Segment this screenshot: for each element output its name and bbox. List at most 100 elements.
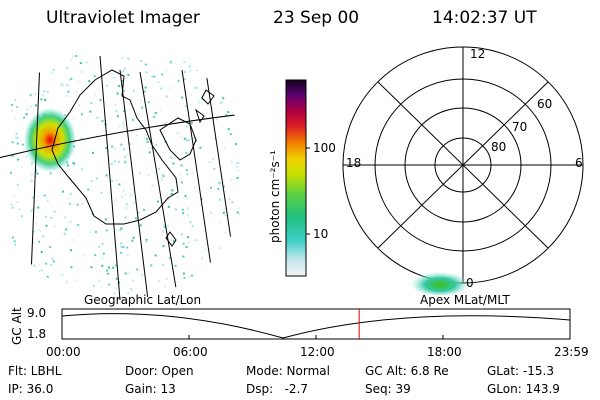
emission-pixel bbox=[81, 168, 84, 171]
emission-pixel bbox=[96, 177, 99, 180]
emission-pixel bbox=[89, 110, 92, 113]
emission-pixel bbox=[92, 151, 94, 154]
emission-pixel bbox=[194, 87, 196, 90]
emission-pixel bbox=[118, 183, 121, 186]
emission-pixel bbox=[156, 200, 159, 203]
emission-pixel bbox=[129, 143, 132, 146]
emission-pixel bbox=[70, 266, 73, 269]
emission-pixel bbox=[76, 80, 79, 83]
emission-pixel bbox=[115, 179, 118, 181]
emission-pixel bbox=[120, 143, 123, 146]
emission-pixel bbox=[43, 194, 46, 197]
emission-pixel bbox=[30, 72, 33, 75]
emission-pixel bbox=[25, 155, 28, 158]
emission-pixel bbox=[185, 246, 188, 248]
emission-pixel bbox=[73, 279, 76, 282]
emission-pixel bbox=[50, 71, 53, 74]
emission-pixel bbox=[13, 246, 16, 248]
emission-pixel bbox=[186, 214, 189, 217]
emission-pixel bbox=[201, 95, 203, 98]
emission-pixel bbox=[101, 242, 104, 245]
emission-pixel bbox=[54, 225, 56, 228]
emission-pixel bbox=[71, 55, 74, 58]
emission-pixel bbox=[218, 247, 221, 250]
emission-pixel bbox=[151, 184, 154, 187]
emission-pixel bbox=[220, 83, 223, 86]
emission-pixel bbox=[13, 245, 16, 247]
emission-pixel bbox=[223, 147, 226, 150]
emission-pixel bbox=[191, 172, 194, 175]
emission-pixel bbox=[214, 282, 216, 285]
emission-pixel bbox=[225, 287, 228, 290]
emission-pixel bbox=[66, 164, 69, 167]
timeline-axis-label: GC Alt bbox=[10, 307, 24, 345]
emission-pixel bbox=[62, 85, 65, 87]
emission-pixel bbox=[115, 110, 118, 113]
emission-pixel bbox=[239, 58, 242, 61]
status-dsp: Dsp: -2.7 bbox=[246, 382, 309, 396]
emission-pixel bbox=[29, 69, 32, 72]
emission-pixel bbox=[164, 122, 167, 125]
mlt-label-12: 12 bbox=[470, 47, 486, 61]
emission-pixel bbox=[60, 83, 63, 86]
emission-pixel bbox=[218, 198, 221, 201]
emission-pixel bbox=[11, 141, 14, 144]
emission-pixel bbox=[105, 174, 108, 177]
emission-pixel bbox=[11, 206, 14, 209]
emission-pixel bbox=[188, 275, 191, 278]
timeline-tick-label: 23:59 bbox=[554, 345, 589, 359]
emission-pixel bbox=[32, 230, 35, 233]
emission-pixel bbox=[113, 160, 116, 163]
emission-pixel bbox=[120, 242, 123, 245]
emission-pixel bbox=[161, 176, 163, 179]
emission-pixel bbox=[222, 97, 225, 100]
emission-pixel bbox=[172, 162, 175, 165]
emission-pixel bbox=[79, 62, 82, 65]
emission-pixel bbox=[111, 145, 114, 148]
emission-pixel bbox=[75, 90, 78, 93]
emission-pixel bbox=[18, 63, 21, 66]
emission-pixel bbox=[31, 196, 34, 199]
emission-hotspot bbox=[24, 108, 76, 172]
emission-pixel bbox=[184, 194, 187, 197]
timeline-tick-label: 00:00 bbox=[46, 345, 81, 359]
timeline-tick-label: 18:00 bbox=[427, 345, 462, 359]
emission-pixel bbox=[147, 101, 150, 104]
timeline-ticks bbox=[61, 335, 571, 339]
emission-pixel bbox=[238, 258, 241, 261]
emission-pixel bbox=[119, 251, 122, 254]
emission-pixel bbox=[16, 142, 19, 145]
emission-pixel bbox=[90, 180, 93, 183]
emission-pixel bbox=[30, 179, 33, 182]
emission-pixel bbox=[64, 216, 67, 219]
emission-pixel bbox=[138, 171, 141, 174]
emission-pixel bbox=[40, 269, 43, 272]
emission-pixel bbox=[179, 119, 182, 121]
emission-pixel bbox=[32, 242, 35, 244]
mlt-label-18: 18 bbox=[346, 156, 362, 170]
emission-pixel bbox=[233, 260, 235, 263]
emission-pixel bbox=[28, 277, 31, 280]
emission-pixel bbox=[156, 212, 159, 215]
emission-pixel bbox=[14, 136, 17, 139]
emission-pixel bbox=[92, 73, 95, 76]
geographic-caption: Geographic Lat/Lon bbox=[84, 293, 202, 307]
emission-pixel bbox=[122, 89, 125, 92]
emission-pixel bbox=[16, 106, 19, 108]
emission-pixel bbox=[187, 236, 190, 239]
status-glat: GLat: -15.3 bbox=[487, 364, 554, 378]
emission-pixel bbox=[203, 283, 206, 286]
emission-pixel bbox=[90, 266, 93, 269]
emission-pixel bbox=[179, 136, 182, 139]
emission-pixel bbox=[141, 125, 143, 128]
emission-pixel bbox=[219, 182, 222, 185]
emission-pixel bbox=[33, 264, 36, 267]
emission-pixel bbox=[126, 246, 129, 249]
emission-pixel bbox=[101, 256, 104, 259]
emission-pixel bbox=[72, 239, 75, 241]
status-flt: Flt: LBHL bbox=[8, 364, 62, 378]
mlt-label-0: 0 bbox=[466, 276, 474, 290]
emission-pixel bbox=[35, 104, 37, 107]
emission-pixel bbox=[232, 246, 235, 249]
emission-pixel bbox=[224, 63, 227, 66]
